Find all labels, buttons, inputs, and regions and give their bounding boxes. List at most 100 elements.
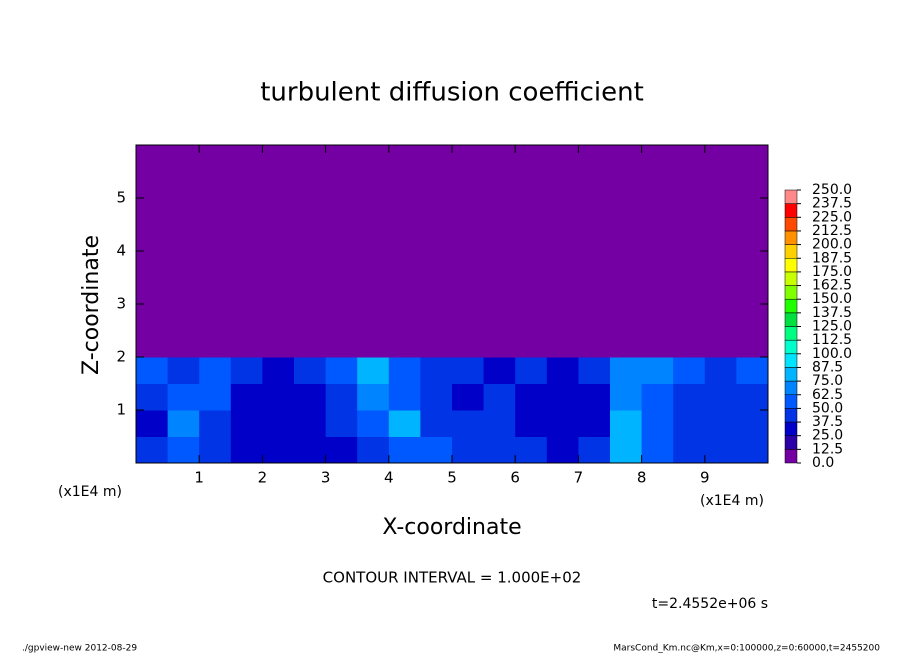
- field-cell: [673, 330, 706, 358]
- field-cell: [294, 410, 327, 437]
- y-tick-label: 5: [116, 189, 126, 207]
- field-cell: [610, 436, 643, 464]
- field-cell: [736, 145, 769, 172]
- field-cell: [610, 277, 643, 305]
- field-cell: [452, 410, 485, 437]
- field-cell: [325, 357, 358, 384]
- field-cell: [452, 357, 485, 384]
- field-cell: [136, 251, 169, 278]
- colorbar-band: [784, 271, 798, 286]
- field-cell: [230, 145, 263, 172]
- field-cell: [199, 198, 232, 225]
- field-cell: [578, 410, 611, 437]
- field-cell: [673, 304, 706, 331]
- field-cell: [673, 277, 706, 305]
- field-cell: [736, 383, 769, 411]
- colorbar-band: [784, 435, 798, 450]
- field-cell: [136, 224, 169, 252]
- field-cell: [325, 251, 358, 278]
- field-cell: [262, 357, 295, 384]
- time-label: t=2.4552e+06 s: [652, 596, 768, 612]
- field-cell: [610, 198, 643, 225]
- field-cell: [136, 304, 169, 331]
- field-cell: [167, 277, 200, 305]
- field-cell: [704, 251, 737, 278]
- field-cell: [262, 198, 295, 225]
- field-cell: [704, 357, 737, 384]
- field-cell: [262, 330, 295, 358]
- field-cell: [578, 436, 611, 464]
- colorbar-label: 75.0: [812, 373, 843, 389]
- field-cell: [357, 436, 390, 464]
- field-cell: [483, 410, 516, 437]
- field-cell: [641, 145, 674, 172]
- field-cell: [262, 224, 295, 252]
- field-cell: [704, 304, 737, 331]
- x-tick-label: 7: [574, 469, 584, 487]
- chart-title: turbulent diffusion coefficient: [260, 78, 644, 108]
- field-cell: [136, 198, 169, 225]
- colorbar-label: 25.0: [812, 428, 843, 444]
- colorbar-label: 12.5: [812, 441, 843, 457]
- field-cell: [610, 224, 643, 252]
- field-cell: [641, 330, 674, 358]
- field-cell: [610, 410, 643, 437]
- field-cell: [704, 436, 737, 464]
- colorbar-band: [784, 380, 798, 396]
- field-cell: [641, 383, 674, 411]
- colorbar-label: 125.0: [812, 319, 852, 335]
- field-cell: [452, 277, 485, 305]
- x-tick-label: 8: [637, 469, 647, 487]
- field-cell: [515, 171, 548, 199]
- field-cell: [578, 383, 611, 411]
- field-cell: [199, 224, 232, 252]
- x-tick-label: 6: [510, 469, 520, 487]
- field-cell: [388, 251, 421, 278]
- field-cell: [199, 277, 232, 305]
- colorbar-band: [784, 353, 798, 368]
- field-cell: [483, 198, 516, 225]
- field-cell: [230, 304, 263, 331]
- colorbar-label: 162.5: [812, 278, 852, 294]
- field-cell: [199, 410, 232, 437]
- colorbar-band: [784, 421, 798, 436]
- field-cell: [262, 436, 295, 464]
- field-cell: [136, 145, 169, 172]
- field-cell: [230, 330, 263, 358]
- field-cell: [357, 304, 390, 331]
- field-cell: [167, 171, 200, 199]
- field-cell: [357, 357, 390, 384]
- field-cell: [483, 145, 516, 172]
- field-cell: [420, 198, 453, 225]
- field-cell: [704, 198, 737, 225]
- field-cell: [546, 330, 579, 358]
- field-cell: [420, 251, 453, 278]
- field-cell: [230, 198, 263, 225]
- field-cell: [673, 251, 706, 278]
- colorbar-label: 112.5: [812, 332, 852, 348]
- field-cell: [294, 171, 327, 199]
- colorbar-band: [784, 326, 798, 341]
- field-cell: [546, 357, 579, 384]
- field-cell: [199, 357, 232, 384]
- field-cell: [388, 410, 421, 437]
- field-cell: [357, 330, 390, 358]
- field-cell: [136, 410, 169, 437]
- field-cell: [546, 224, 579, 252]
- field-cell: [673, 145, 706, 172]
- field-cell: [199, 304, 232, 331]
- field-cell: [515, 330, 548, 358]
- field-cell: [452, 145, 485, 172]
- field-cell: [230, 224, 263, 252]
- field-cell: [546, 304, 579, 331]
- field-cell: [325, 436, 358, 464]
- field-cell: [294, 383, 327, 411]
- field-cell: [736, 277, 769, 305]
- field-cell: [673, 171, 706, 199]
- field-cell: [357, 145, 390, 172]
- y-tick-label: 1: [116, 401, 126, 419]
- field-cell: [673, 198, 706, 225]
- field-cell: [578, 198, 611, 225]
- colorbar-label: 237.5: [812, 196, 852, 212]
